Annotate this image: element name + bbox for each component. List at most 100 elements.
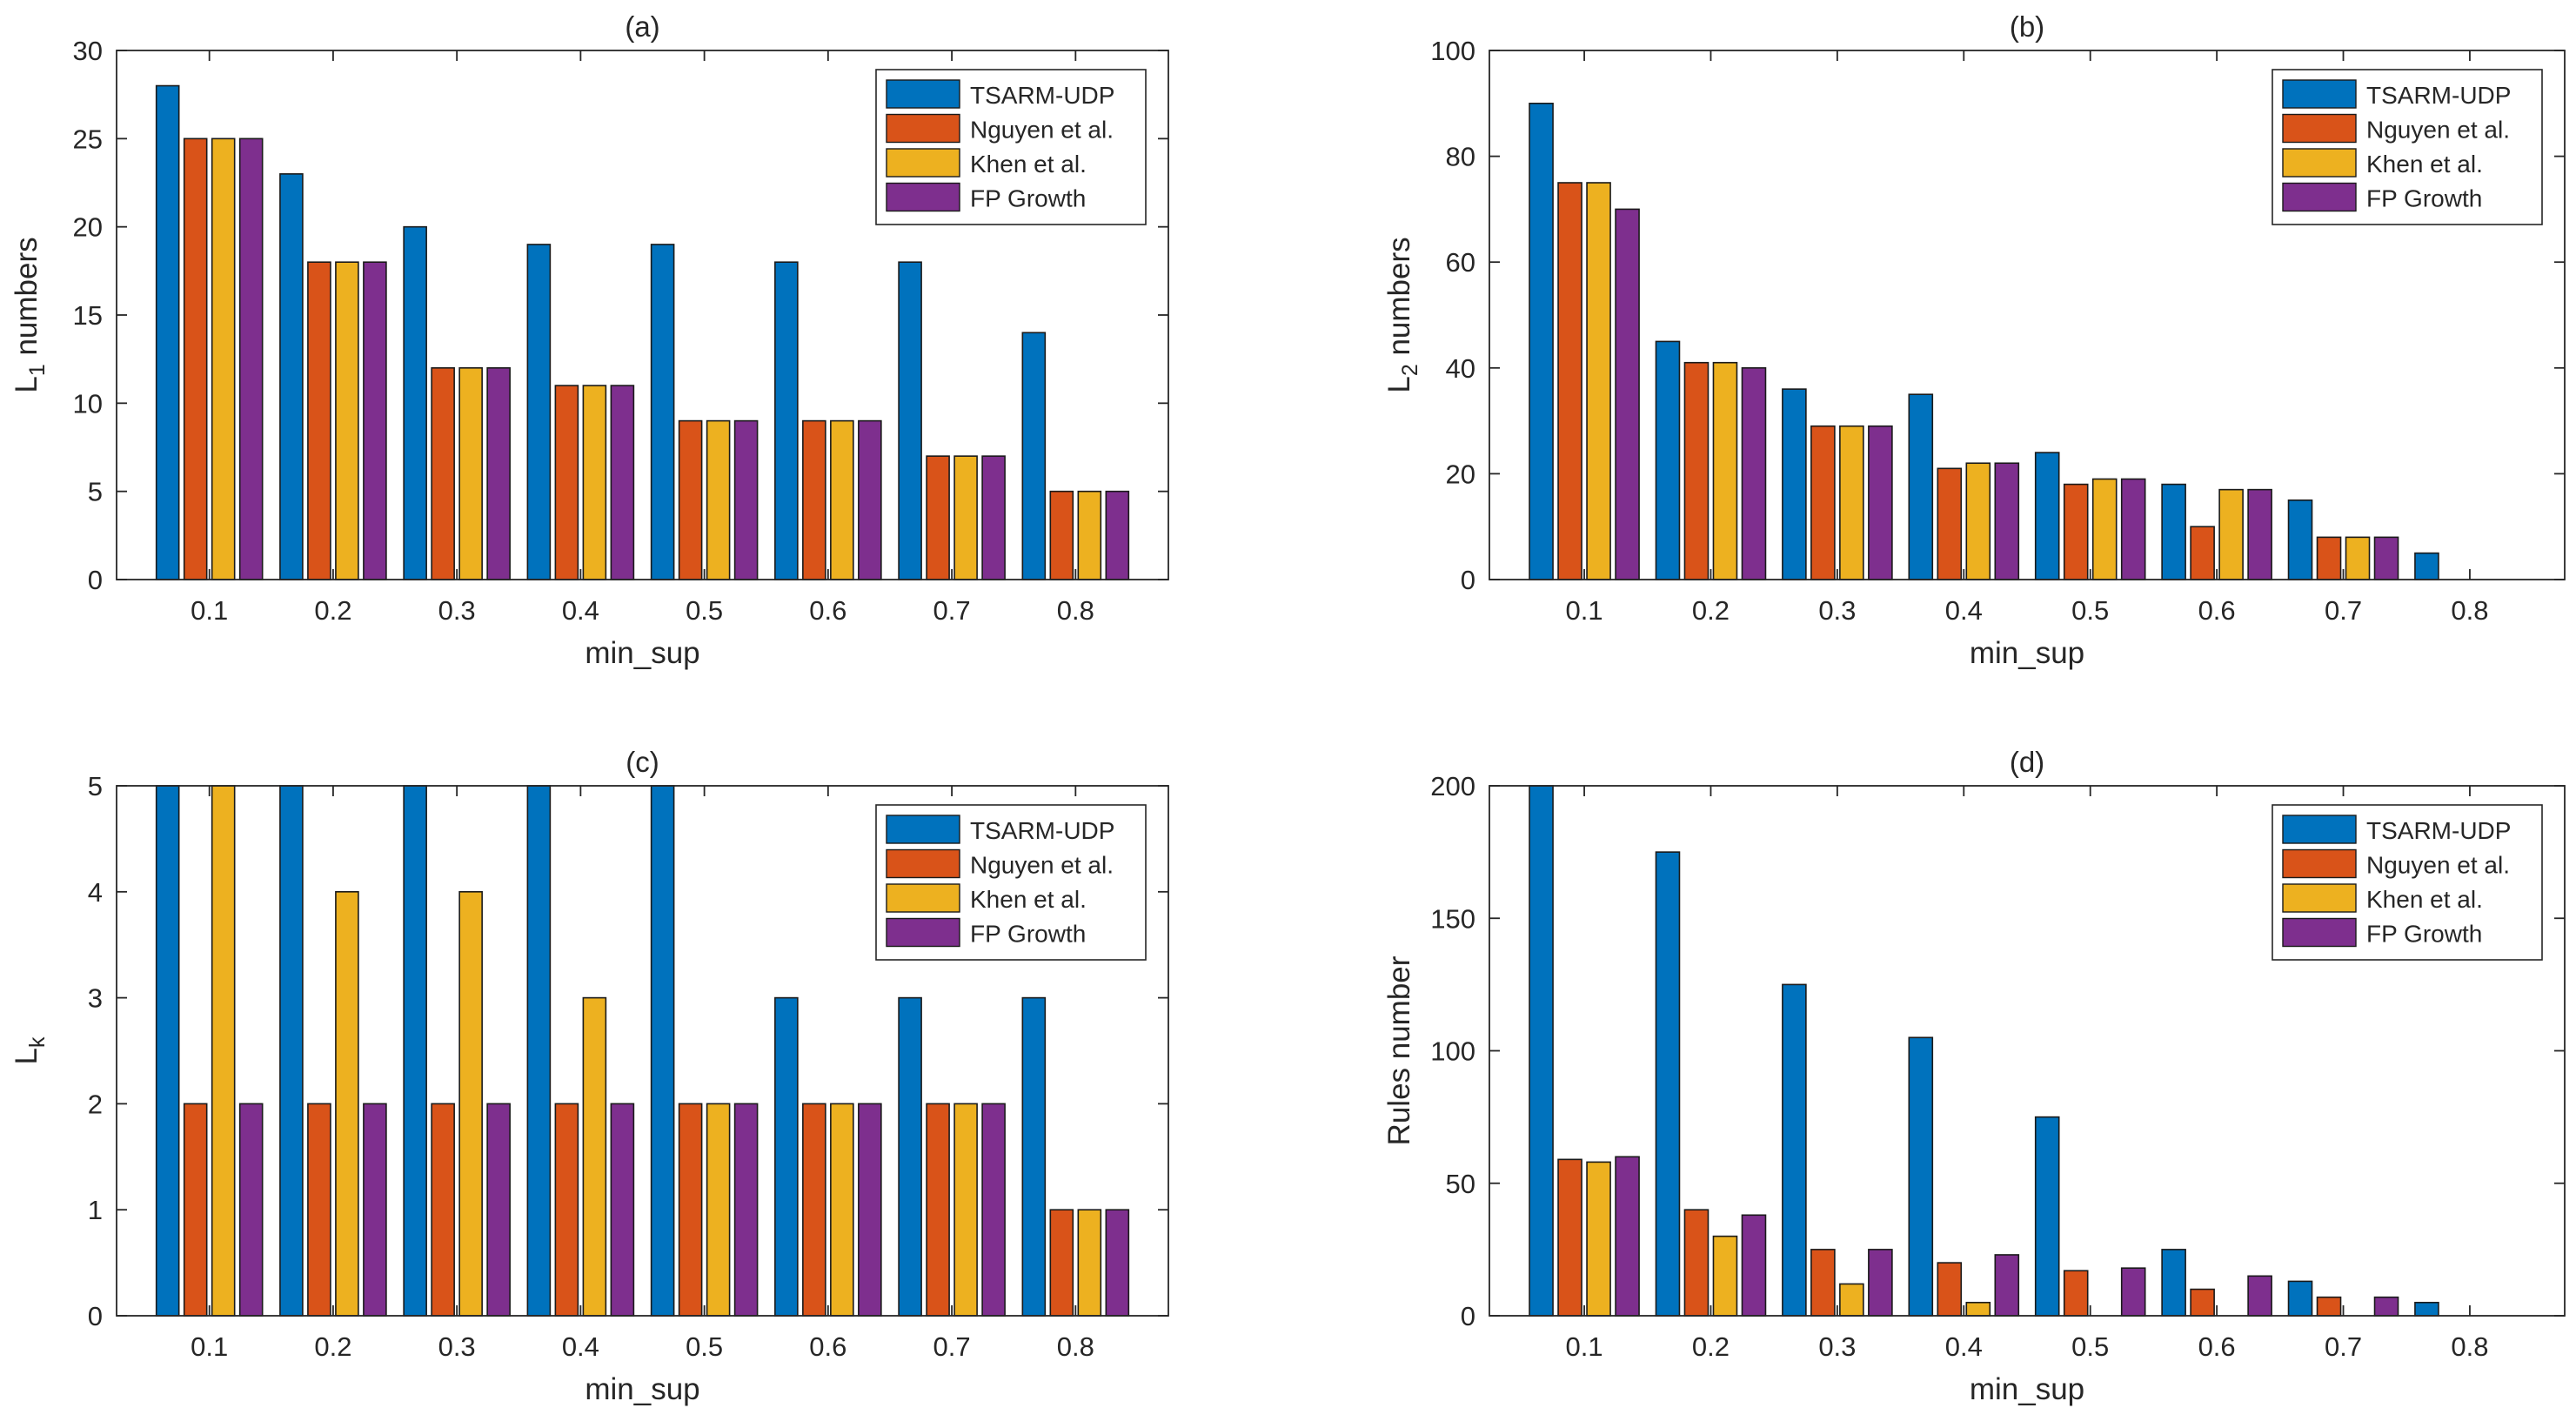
y-tick-label: 30 [73,36,103,66]
x-tick-label: 0.8 [2451,595,2488,626]
legend-swatch-khen-et-al [886,883,960,913]
y-tick-label: 0 [88,565,103,595]
bar-fp-growth-0.4 [610,1103,635,1317]
x-tick-label: 0.1 [191,1331,228,1362]
legend-swatch-tsarm-udp [2282,79,2357,109]
x-tick-label: 0.6 [809,1331,846,1362]
legend-swatch-nguyen-et-al [886,848,960,879]
y-tick-label: 2 [88,1089,103,1119]
panel-b: 0 20 40 60 80 100 0.1 0.2 0.3 0.4 0.5 0.6 0.7 0.8 (b) m… [1382,10,2566,670]
legend-label-nguyen-et-al: Nguyen et al. [2366,852,2510,879]
legend: TSARM-UDP Nguyen et al. Khen et al. FP Grow… [875,804,1147,961]
legend-label-tsarm-udp: TSARM-UDP [970,82,1114,109]
x-tick-label: 0.5 [686,1331,723,1362]
bar-tsarm-udp-0.3 [1782,983,1807,1317]
legend: TSARM-UDP Nguyen et al. Khen et al. FP Grow… [2272,69,2543,225]
x-tick-label: 0.7 [2325,1331,2362,1362]
bar-fp-growth-0.6 [858,1103,882,1317]
bar-nguyen-et-al-0.5 [678,419,703,580]
x-tick-label: 0.2 [1692,1331,1730,1362]
y-tick-label: 3 [88,983,103,1014]
bar-nguyen-et-al-0.8 [1049,490,1074,580]
legend-swatch-fp-growth [2282,182,2357,212]
bar-nguyen-et-al-0.1 [1557,1158,1582,1317]
y-axis-label: Lk [10,1036,50,1064]
bar-khen-et-al-0.3 [458,891,483,1317]
legend-label-fp-growth: FP Growth [2366,185,2482,212]
y-axis-label: Rules number [1382,955,1416,1145]
bar-nguyen-et-al-0.1 [1557,182,1582,580]
bar-fp-growth-0.2 [1741,1214,1767,1317]
bar-tsarm-udp-0.7 [898,996,922,1317]
chart-title: (d) [2010,746,2044,778]
bar-fp-growth-0.5 [2120,1267,2146,1317]
legend-label-nguyen-et-al: Nguyen et al. [2366,117,2510,144]
bar-nguyen-et-al-0.5 [678,1103,703,1317]
bar-tsarm-udp-0.2 [1655,851,1681,1317]
bar-khen-et-al-0.2 [1712,1235,1738,1317]
bar-tsarm-udp-0.2 [279,173,304,580]
y-tick-label: 100 [1430,1036,1475,1067]
y-tick-label: 100 [1430,36,1475,66]
axes-box [1489,50,2566,580]
bar-tsarm-udp-0.3 [1782,388,1807,580]
bar-nguyen-et-al-0.6 [802,1103,826,1317]
bar-khen-et-al-0.3 [1839,425,1864,580]
x-axis-label: min_sup [1970,636,2084,670]
bar-tsarm-udp-0.3 [403,785,427,1317]
legend-swatch-khen-et-al [2282,148,2357,178]
x-tick-label: 0.6 [2198,1331,2236,1362]
panel-a: 0 5 10 15 20 25 30 0.1 0.2 0.3 0.4 0.5 0.6 0.7 0.8 (a) m… [10,10,1169,670]
bar-fp-growth-0.3 [486,366,511,580]
legend-swatch-tsarm-udp [2282,815,2357,844]
x-tick-label: 0.2 [314,1331,351,1362]
bar-tsarm-udp-0.4 [526,244,552,580]
y-tick-label: 50 [1446,1169,1475,1199]
panel-c: 0 1 2 3 4 5 0.1 0.2 0.3 0.4 0.5 0.6 0.7 0.8 (c) min_sup… [10,746,1169,1406]
bar-nguyen-et-al-0.2 [1683,361,1710,580]
bar-tsarm-udp-0.2 [1655,340,1681,580]
bar-fp-growth-0.3 [486,1103,511,1317]
legend-label-khen-et-al: Khen et al. [970,886,1087,913]
legend-label-khen-et-al: Khen et al. [2366,151,2483,178]
x-tick-label: 0.7 [933,595,971,626]
bar-fp-growth-0.7 [981,1103,1006,1317]
x-tick-label: 0.8 [2451,1331,2488,1362]
legend-label-fp-growth: FP Growth [970,185,1086,212]
bar-nguyen-et-al-0.8 [1049,1209,1074,1317]
y-tick-label: 4 [88,877,103,908]
chart-title: (c) [626,746,659,778]
x-axis-label: min_sup [585,1372,699,1406]
bar-khen-et-al-0.4 [582,996,607,1317]
bar-khen-et-al-0.1 [211,785,236,1317]
x-tick-label: 0.7 [933,1331,971,1362]
bar-tsarm-udp-0.4 [1908,393,1934,580]
bar-nguyen-et-al-0.4 [1937,467,1963,580]
legend-label-tsarm-udp: TSARM-UDP [2366,82,2511,109]
bar-tsarm-udp-0.4 [526,785,552,1317]
x-tick-label: 0.3 [1818,595,1856,626]
bar-tsarm-udp-0.3 [403,225,427,580]
legend: TSARM-UDP Nguyen et al. Khen et al. FP Grow… [875,69,1147,225]
bar-khen-et-al-0.7 [2345,536,2371,580]
x-tick-label: 0.3 [438,595,476,626]
bar-nguyen-et-al-0.7 [926,455,950,580]
x-tick-label: 0.6 [2198,595,2236,626]
y-tick-label: 60 [1446,247,1475,278]
bar-tsarm-udp-0.8 [2414,1301,2439,1317]
legend-swatch-tsarm-udp [886,79,960,109]
chart-title: (a) [625,10,659,43]
bar-nguyen-et-al-0.2 [307,261,331,580]
x-tick-label: 0.4 [562,1331,599,1362]
bar-nguyen-et-al-0.7 [926,1103,950,1317]
chart-title: (b) [2010,10,2044,43]
bar-khen-et-al-0.4 [1965,1301,1991,1317]
x-tick-label: 0.3 [1818,1331,1856,1362]
bar-khen-et-al-0.5 [706,1103,731,1317]
bar-nguyen-et-al-0.6 [2190,1288,2215,1317]
bar-tsarm-udp-0.1 [1529,785,1554,1317]
bar-fp-growth-0.4 [610,385,635,580]
bar-tsarm-udp-0.5 [650,785,675,1317]
bar-fp-growth-0.2 [363,1103,387,1317]
bar-nguyen-et-al-0.3 [431,366,455,580]
